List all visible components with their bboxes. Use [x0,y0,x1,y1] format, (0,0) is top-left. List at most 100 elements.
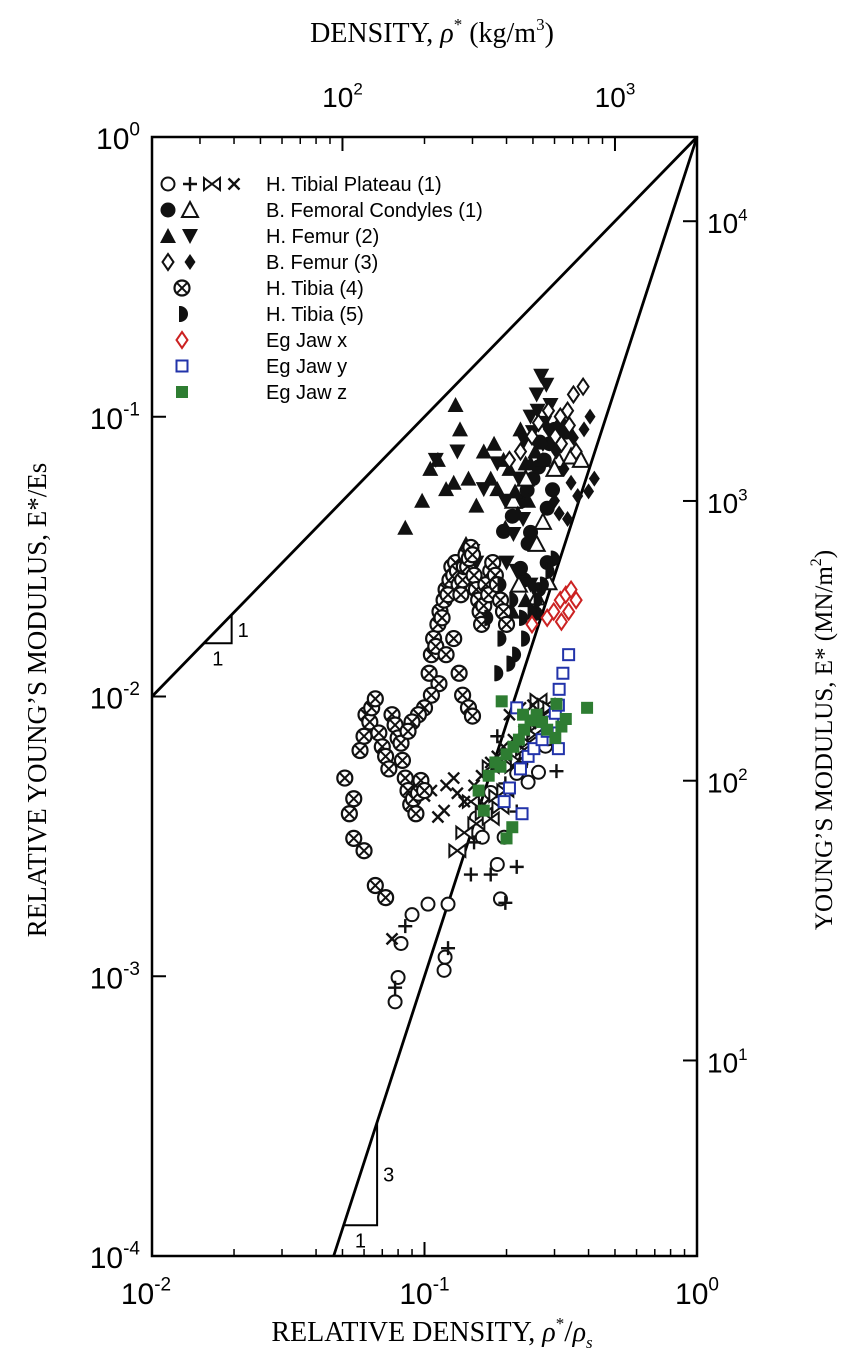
marker-shape [527,742,541,756]
data-point [355,842,373,860]
marker-shape [180,306,188,322]
data-point [522,455,539,471]
marker-shape [440,648,452,661]
marker-shape [447,771,461,785]
data-point [533,368,550,384]
legend-marker [184,254,196,270]
marker-shape [534,592,543,609]
marker-shape [515,511,532,527]
data-point [397,519,414,535]
marker-shape [395,737,407,750]
marker-shape [533,368,550,384]
marker-shape [445,474,462,490]
marker-shape [437,949,453,965]
marker-shape [540,576,549,593]
data-point [569,590,583,610]
data-point [345,829,363,848]
marker-shape [372,727,385,739]
marker-shape [457,795,471,808]
legend-entry: Eg Jaw x [175,330,347,352]
data-point [520,492,537,508]
marker-shape [440,896,456,912]
data-point [497,795,511,809]
marker-shape [528,387,545,403]
data-point [392,734,410,752]
marker-shape [581,701,594,714]
marker-shape [388,980,403,995]
data-point [463,867,478,882]
data-point [513,762,527,776]
marker-shape [379,891,392,904]
bottom-axis-title: RELATIVE DENSITY, ρ*/ρs [271,1314,593,1352]
marker-shape [552,682,566,696]
marker-shape [522,409,539,425]
data-point [475,443,492,459]
data-point [437,646,455,664]
data-point [554,611,569,632]
legend-entry: B. Femoral Condyles (1) [160,199,483,222]
data-point [566,384,581,405]
legend-marker [227,177,241,191]
data-point [581,701,594,714]
data-point [544,458,565,477]
legend-marker [175,359,189,373]
marker-shape [512,733,525,746]
marker-shape [517,708,530,721]
marker-shape [404,907,420,923]
marker-shape [542,421,554,438]
legend-entry: Eg Jaw y [175,356,347,378]
legend-marker [183,177,197,191]
marker-shape [454,588,467,601]
marker-shape [423,667,436,680]
marker-shape [558,460,570,477]
data-point [530,764,546,780]
guide-line-slope-3 [332,136,699,1257]
marker-shape [358,844,370,857]
right-tick-label: 101 [707,1045,748,1079]
data-point [500,748,513,761]
data-point [567,429,579,446]
data-point [583,483,595,500]
data-point [539,576,549,593]
marker-shape [530,764,546,780]
data-point [550,443,562,460]
marker-shape [456,689,469,702]
marker-shape [176,386,188,398]
marker-shape [527,443,544,459]
marker-shape [390,969,406,985]
data-point [562,415,577,436]
marker-shape [538,377,555,393]
marker-shape [569,441,583,462]
data-point [572,487,584,504]
marker-shape [420,896,436,912]
data-point [361,713,379,731]
data-point [420,664,438,682]
data-point [452,421,469,437]
marker-shape [544,458,565,477]
marker-shape [572,487,584,504]
legend-label: Eg Jaw z [266,382,347,404]
marker-shape [554,611,569,632]
data-point [525,426,539,447]
data-point [529,403,546,419]
marker-shape [513,646,522,663]
guide-line-slope-1 [150,136,699,698]
marker-shape [475,443,492,459]
marker-shape [482,470,499,486]
marker-shape [389,719,402,731]
data-point [509,592,519,609]
data-point [526,533,547,552]
data-point [542,421,554,438]
data-point [512,646,522,663]
legend-label: Eg Jaw x [266,330,347,352]
marker-shape [398,919,413,934]
data-point [460,470,477,486]
data-point [472,784,485,797]
marker-shape [437,804,451,817]
marker-shape [486,435,503,451]
data-point [445,629,463,648]
marker-shape [369,692,382,705]
legend-label: B. Femur (3) [266,252,378,274]
data-point [449,444,466,460]
